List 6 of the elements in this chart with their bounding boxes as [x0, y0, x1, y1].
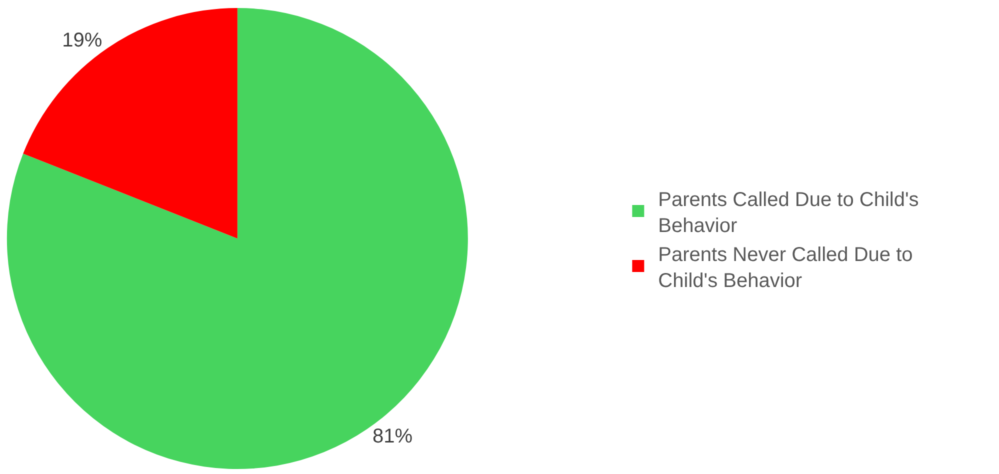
legend-label: Parents Called Due to Child's Behavior [658, 188, 919, 237]
pie-slice [23, 8, 238, 238]
pie-slice [6, 8, 468, 469]
legend-label: Parents Never Called Due to Child's Behavior [658, 244, 913, 292]
data-label: 81% [372, 426, 413, 448]
data-label: 19% [62, 29, 102, 52]
